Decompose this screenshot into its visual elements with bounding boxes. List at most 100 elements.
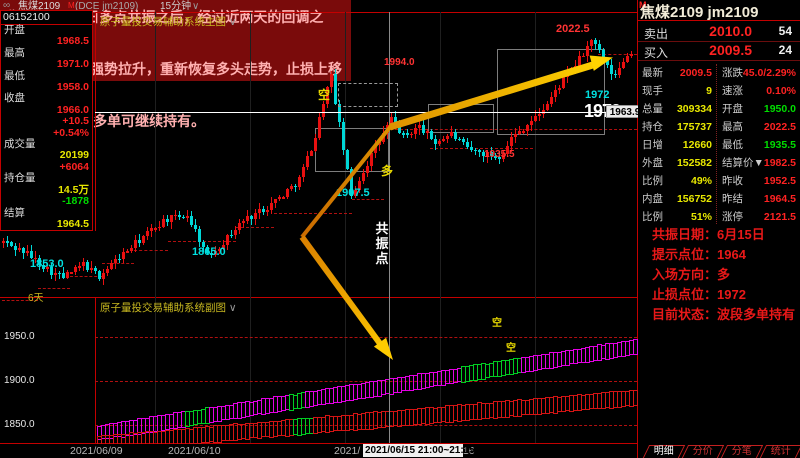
candle: [434, 139, 437, 144]
quote-value: 2009.5: [679, 67, 712, 79]
bid-row[interactable]: 买入 2009.5 24: [638, 42, 798, 60]
quote-panel-border: [637, 0, 638, 458]
candle: [490, 151, 493, 157]
ohlc-value: 14.5万: [58, 183, 89, 196]
chevron-down-icon[interactable]: ∨: [228, 302, 237, 314]
candle: [598, 43, 601, 50]
candle: [122, 251, 125, 260]
signal-info-row: 目前状态：波段多单持有: [652, 307, 796, 322]
sub-y-tick: 1950.0: [4, 331, 35, 342]
candle: [606, 60, 609, 65]
short-signal-glyph: 空: [318, 88, 331, 102]
quote-row: 最高 2022.5: [722, 118, 798, 136]
candle: [262, 208, 265, 212]
candle: [2, 241, 5, 243]
candle: [398, 124, 401, 134]
candle: [78, 266, 81, 268]
candle: [142, 236, 145, 244]
candle: [226, 234, 229, 246]
candle: [570, 68, 573, 72]
timeframe-dropdown-icon[interactable]: ∨: [192, 1, 200, 12]
candle: [494, 156, 497, 158]
candle: [538, 114, 541, 116]
candle: [174, 214, 177, 217]
quote-label: 比例: [642, 175, 663, 187]
x-axis-date: 2021/06/09: [70, 445, 123, 457]
candle: [70, 272, 73, 274]
candle: [274, 199, 277, 203]
window-detail: (DCE jm2109): [75, 1, 139, 12]
candle: [558, 87, 561, 91]
candle: [470, 146, 473, 150]
quote-row: 内盘 156752: [642, 190, 714, 208]
ohlc-sidebar: 06152100 开盘 1968.5 最高 1971.0 最低 1958.0 收盘 1966.…: [0, 10, 93, 231]
tab-统计[interactable]: 统计: [759, 445, 800, 458]
price-label: 1907.5: [336, 187, 370, 199]
candle: [402, 133, 405, 135]
tab-分价[interactable]: 分价: [681, 445, 725, 458]
candle: [114, 258, 117, 264]
candle: [554, 90, 557, 97]
quote-row: 速涨 0.10%: [722, 82, 798, 100]
ask-qty: 54: [778, 24, 792, 38]
candle-wick: [159, 221, 160, 231]
trailing-stop-line: [168, 241, 236, 242]
candle: [62, 273, 65, 278]
quote-row: 昨结 1964.5: [722, 190, 798, 208]
crosshair-price-tooltip: 1963.9: [606, 105, 644, 118]
quote-row: 总量 309334: [642, 100, 714, 118]
bid-label: 买入: [644, 46, 669, 60]
candle: [326, 87, 329, 104]
quote-label: 日增: [642, 139, 663, 151]
sub-y-tick: 1850.0: [4, 419, 35, 430]
candle: [118, 258, 121, 261]
candle: [334, 74, 337, 104]
long-signal-glyph: 多: [381, 164, 394, 178]
tab-明细[interactable]: 明细: [642, 445, 686, 458]
quote-symbol-title: 焦煤2109 jm2109: [640, 4, 759, 21]
quote-label: 最低: [722, 139, 743, 151]
bottom-border: [0, 443, 800, 444]
candle: [526, 125, 529, 132]
quote-row: 持仓 175737: [642, 118, 714, 136]
arrow-shaft-down: [299, 235, 384, 347]
ask-row[interactable]: 卖出 2010.0 54: [638, 23, 798, 41]
candle-wick: [275, 198, 276, 208]
candle-wick: [79, 261, 80, 271]
candle: [46, 266, 49, 269]
candle: [330, 74, 333, 88]
signal-info-row: 提示点位：1964: [652, 247, 746, 262]
chevron-down-icon[interactable]: ∨: [228, 16, 237, 28]
window-icon[interactable]: ∞: [3, 0, 11, 11]
tab-分笔[interactable]: 分笔: [720, 445, 764, 458]
candle: [406, 133, 409, 135]
candle: [106, 268, 109, 274]
candle: [210, 252, 213, 255]
candle: [586, 46, 589, 56]
candle: [610, 64, 613, 74]
stop-line: [95, 112, 642, 113]
candle: [478, 150, 481, 152]
candle: [454, 131, 457, 139]
candle: [426, 130, 429, 133]
trailing-stop-line: [134, 250, 168, 251]
sub-indicator-header[interactable]: 原子量投交易辅助系统副图 ∨: [100, 302, 237, 314]
candle: [446, 136, 449, 139]
ohlc-value: +10.5: [62, 115, 89, 128]
candle-wick: [479, 149, 480, 158]
candle: [534, 115, 537, 122]
short-signal-box: [338, 83, 398, 107]
candle-wick: [35, 251, 36, 264]
timeframe-label[interactable]: 15分钟: [160, 1, 192, 12]
main-indicator-header[interactable]: 原子量投交易辅助系统主图 ∨: [100, 16, 237, 28]
candle: [278, 197, 281, 200]
sub-gridline: [95, 381, 637, 382]
candle: [510, 136, 513, 147]
candle: [190, 216, 193, 225]
ohlc-value: 1971.0: [56, 58, 89, 71]
candle: [154, 228, 157, 230]
quote-row: 涨跌 45.0/2.29%: [722, 64, 798, 82]
candle: [130, 248, 133, 251]
quote-value: 1950.0: [763, 103, 796, 115]
candle: [254, 212, 257, 219]
